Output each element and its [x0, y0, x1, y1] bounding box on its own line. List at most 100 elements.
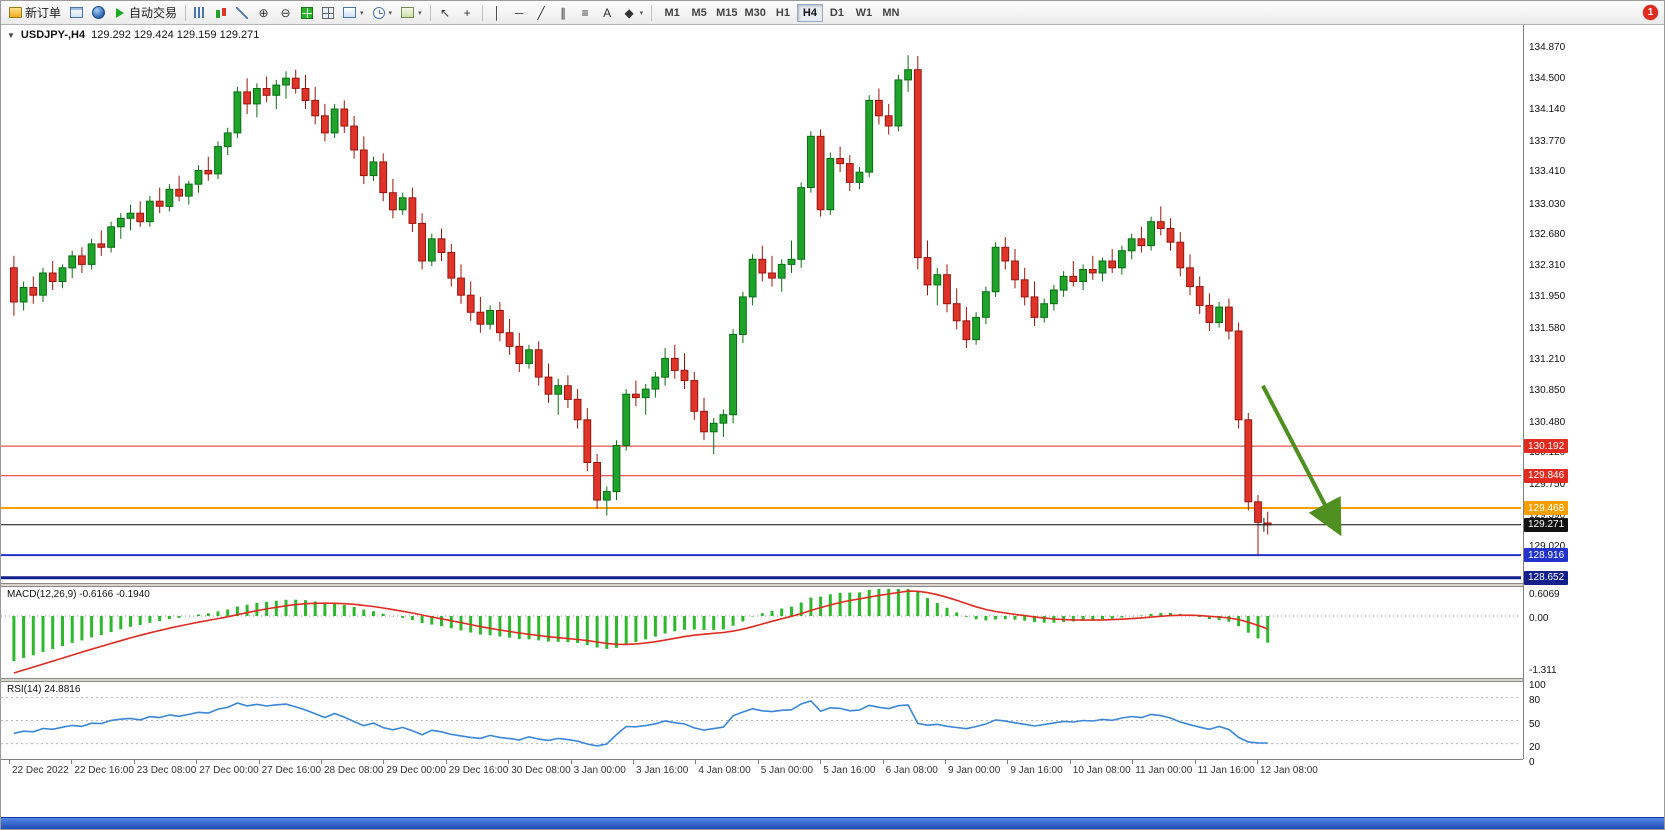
line-chart-button[interactable] — [232, 3, 252, 23]
time-axis-label: 10 Jan 08:00 — [1072, 765, 1131, 776]
trendline-icon: ╱ — [537, 5, 545, 20]
price-axis-label: 131.950 — [1529, 291, 1566, 302]
template-button[interactable]: ▾ — [397, 3, 426, 23]
bars-icon — [194, 7, 207, 18]
time-axis-label: 29 Dec 16:00 — [448, 765, 509, 776]
time-axis-label: 3 Jan 16:00 — [636, 765, 689, 776]
channel-button[interactable]: ∥ — [553, 3, 574, 23]
time-axis-tick — [71, 760, 73, 764]
dropdown-arrow-icon[interactable]: ▾ — [418, 9, 422, 17]
zoom-out-button[interactable]: ⊖ — [275, 3, 296, 23]
vertical-line-icon: │ — [493, 5, 501, 20]
panel-separator[interactable] — [1, 678, 1664, 682]
price-level-tag: 130.192 — [1524, 439, 1569, 454]
rsi-axis-label: 20 — [1529, 741, 1541, 753]
cursor-icon: ↖ — [440, 5, 451, 20]
template-icon — [401, 7, 415, 18]
fibonacci-button[interactable]: ≡ — [575, 3, 596, 23]
vertical-line-button[interactable]: │ — [487, 3, 508, 23]
price-axis-label: 133.030 — [1529, 198, 1566, 210]
trendline-button[interactable]: ╱ — [531, 3, 552, 23]
chart-title: ▼ USDJPY-,H4 129.292 129.424 129.159 129… — [7, 29, 259, 41]
market-watch-button[interactable] — [66, 3, 87, 23]
notification-badge[interactable]: 1 — [1643, 5, 1658, 20]
one-click-collapse-icon[interactable]: ▼ — [7, 30, 15, 40]
time-axis-label: 23 Dec 08:00 — [136, 765, 197, 776]
dropdown-arrow-icon[interactable]: ▾ — [639, 9, 644, 17]
time-axis-label: 5 Jan 16:00 — [823, 765, 876, 776]
line-icon — [236, 6, 249, 19]
timeframe-m5-button[interactable]: M5 — [691, 6, 707, 19]
panel-separator[interactable] — [1, 583, 1664, 587]
time-axis-tick — [757, 760, 759, 764]
time-axis-tick — [1007, 760, 1009, 764]
time-axis-tick — [196, 760, 198, 764]
price-level-tag: 129.468 — [1524, 501, 1569, 515]
time-axis-tick — [570, 760, 572, 764]
time-axis-label: 28 Dec 08:00 — [324, 765, 384, 776]
status-bar — [1, 817, 1664, 829]
play-icon — [116, 7, 125, 18]
time-axis-label: 29 Dec 00:00 — [386, 765, 446, 776]
time-axis-tick — [1257, 760, 1258, 764]
price-axis-label: 134.140 — [1529, 104, 1566, 115]
time-axis-tick — [133, 760, 135, 764]
dropdown-arrow-icon[interactable]: ▾ — [360, 9, 364, 17]
period-button[interactable]: ▾ — [369, 3, 397, 23]
time-axis-label: 22 Dec 2022 — [12, 765, 69, 776]
timeframe-d1-button[interactable]: D1 — [829, 6, 844, 19]
price-axis[interactable]: 134.870 134.500 134.140 133.770 133.410 133.0… — [1524, 25, 1664, 768]
rsi-axis-label: 50 — [1529, 718, 1541, 730]
timeframe-h4-button[interactable]: H4 — [796, 3, 823, 22]
macd-chart — [1, 589, 1521, 674]
time-axis-label: 11 Jan 00:00 — [1135, 765, 1193, 776]
time-axis-label: 3 Jan 00:00 — [573, 765, 626, 776]
price-chart-panel[interactable]: ▼ USDJPY-,H4 129.292 129.424 129.159 129… — [1, 25, 1523, 583]
price-axis-label: 134.870 — [1529, 41, 1566, 53]
time-axis-tick — [321, 760, 322, 764]
shapes-icon: ◆ — [624, 5, 634, 20]
horizontal-line-button[interactable]: ─ — [509, 3, 530, 23]
macd-panel[interactable]: MACD(12,26,9) -0.6166 -0.1940 — [1, 587, 1523, 678]
crosshair-button[interactable]: + — [457, 3, 478, 23]
time-axis-tick — [1069, 760, 1071, 764]
rsi-panel[interactable]: RSI(14) 24.8816 — [1, 682, 1523, 759]
time-axis-label: 9 Jan 16:00 — [1010, 765, 1063, 776]
candlestick-chart-button[interactable] — [211, 3, 231, 23]
new-chart-button[interactable]: ▾ — [339, 3, 368, 23]
new-order-button-label: 新订单 — [25, 6, 62, 20]
timeframe-h1-button[interactable]: H1 — [775, 6, 790, 19]
macd-header: MACD(12,26,9) -0.6166 -0.1940 — [7, 589, 150, 600]
tile-windows-button[interactable] — [318, 3, 338, 23]
timeframe-m1-button[interactable]: M1 — [664, 6, 680, 19]
price-axis-label: 130.850 — [1529, 385, 1566, 396]
community-button[interactable] — [88, 3, 109, 23]
chart-ohlc-values: 129.292 129.424 129.159 129.271 — [91, 29, 260, 41]
bar-chart-button[interactable] — [190, 3, 210, 23]
zoom-in-button[interactable]: ⊕ — [253, 3, 274, 23]
text-button[interactable]: A — [597, 3, 618, 23]
timeframe-m30-button[interactable]: M30 — [744, 6, 766, 19]
price-level-tag: 129.271 — [1524, 517, 1569, 532]
dropdown-arrow-icon[interactable]: ▾ — [388, 9, 393, 17]
new-order-button[interactable]: 新订单 — [5, 3, 65, 23]
axis-border — [1523, 25, 1524, 759]
text-icon: A — [603, 5, 612, 20]
rsi-chart — [1, 696, 1521, 747]
timeframe-m15-button[interactable]: M15 — [716, 6, 738, 19]
time-axis-label: 27 Dec 00:00 — [199, 765, 259, 776]
time-axis-label: 30 Dec 08:00 — [511, 765, 571, 776]
time-axis-tick — [820, 760, 822, 764]
channel-icon: ∥ — [560, 5, 567, 20]
chart-window-icon — [70, 7, 84, 18]
price-axis-label: 132.310 — [1529, 260, 1566, 272]
auto-trading-button[interactable]: 自动交易 — [110, 3, 181, 23]
cursor-button[interactable]: ↖ — [435, 3, 456, 23]
timeframe-w1-button[interactable]: W1 — [855, 6, 873, 19]
timeframe-mn-button[interactable]: MN — [882, 6, 900, 19]
time-axis-tick — [383, 760, 385, 764]
time-axis[interactable]: 22 Dec 2022 22 Dec 16:00 23 Dec 08:00 27 De… — [1, 759, 1523, 779]
time-axis-tick — [633, 760, 634, 764]
shapes-button[interactable]: ◆ ▾ — [619, 3, 648, 23]
indicators-button[interactable] — [297, 3, 317, 23]
